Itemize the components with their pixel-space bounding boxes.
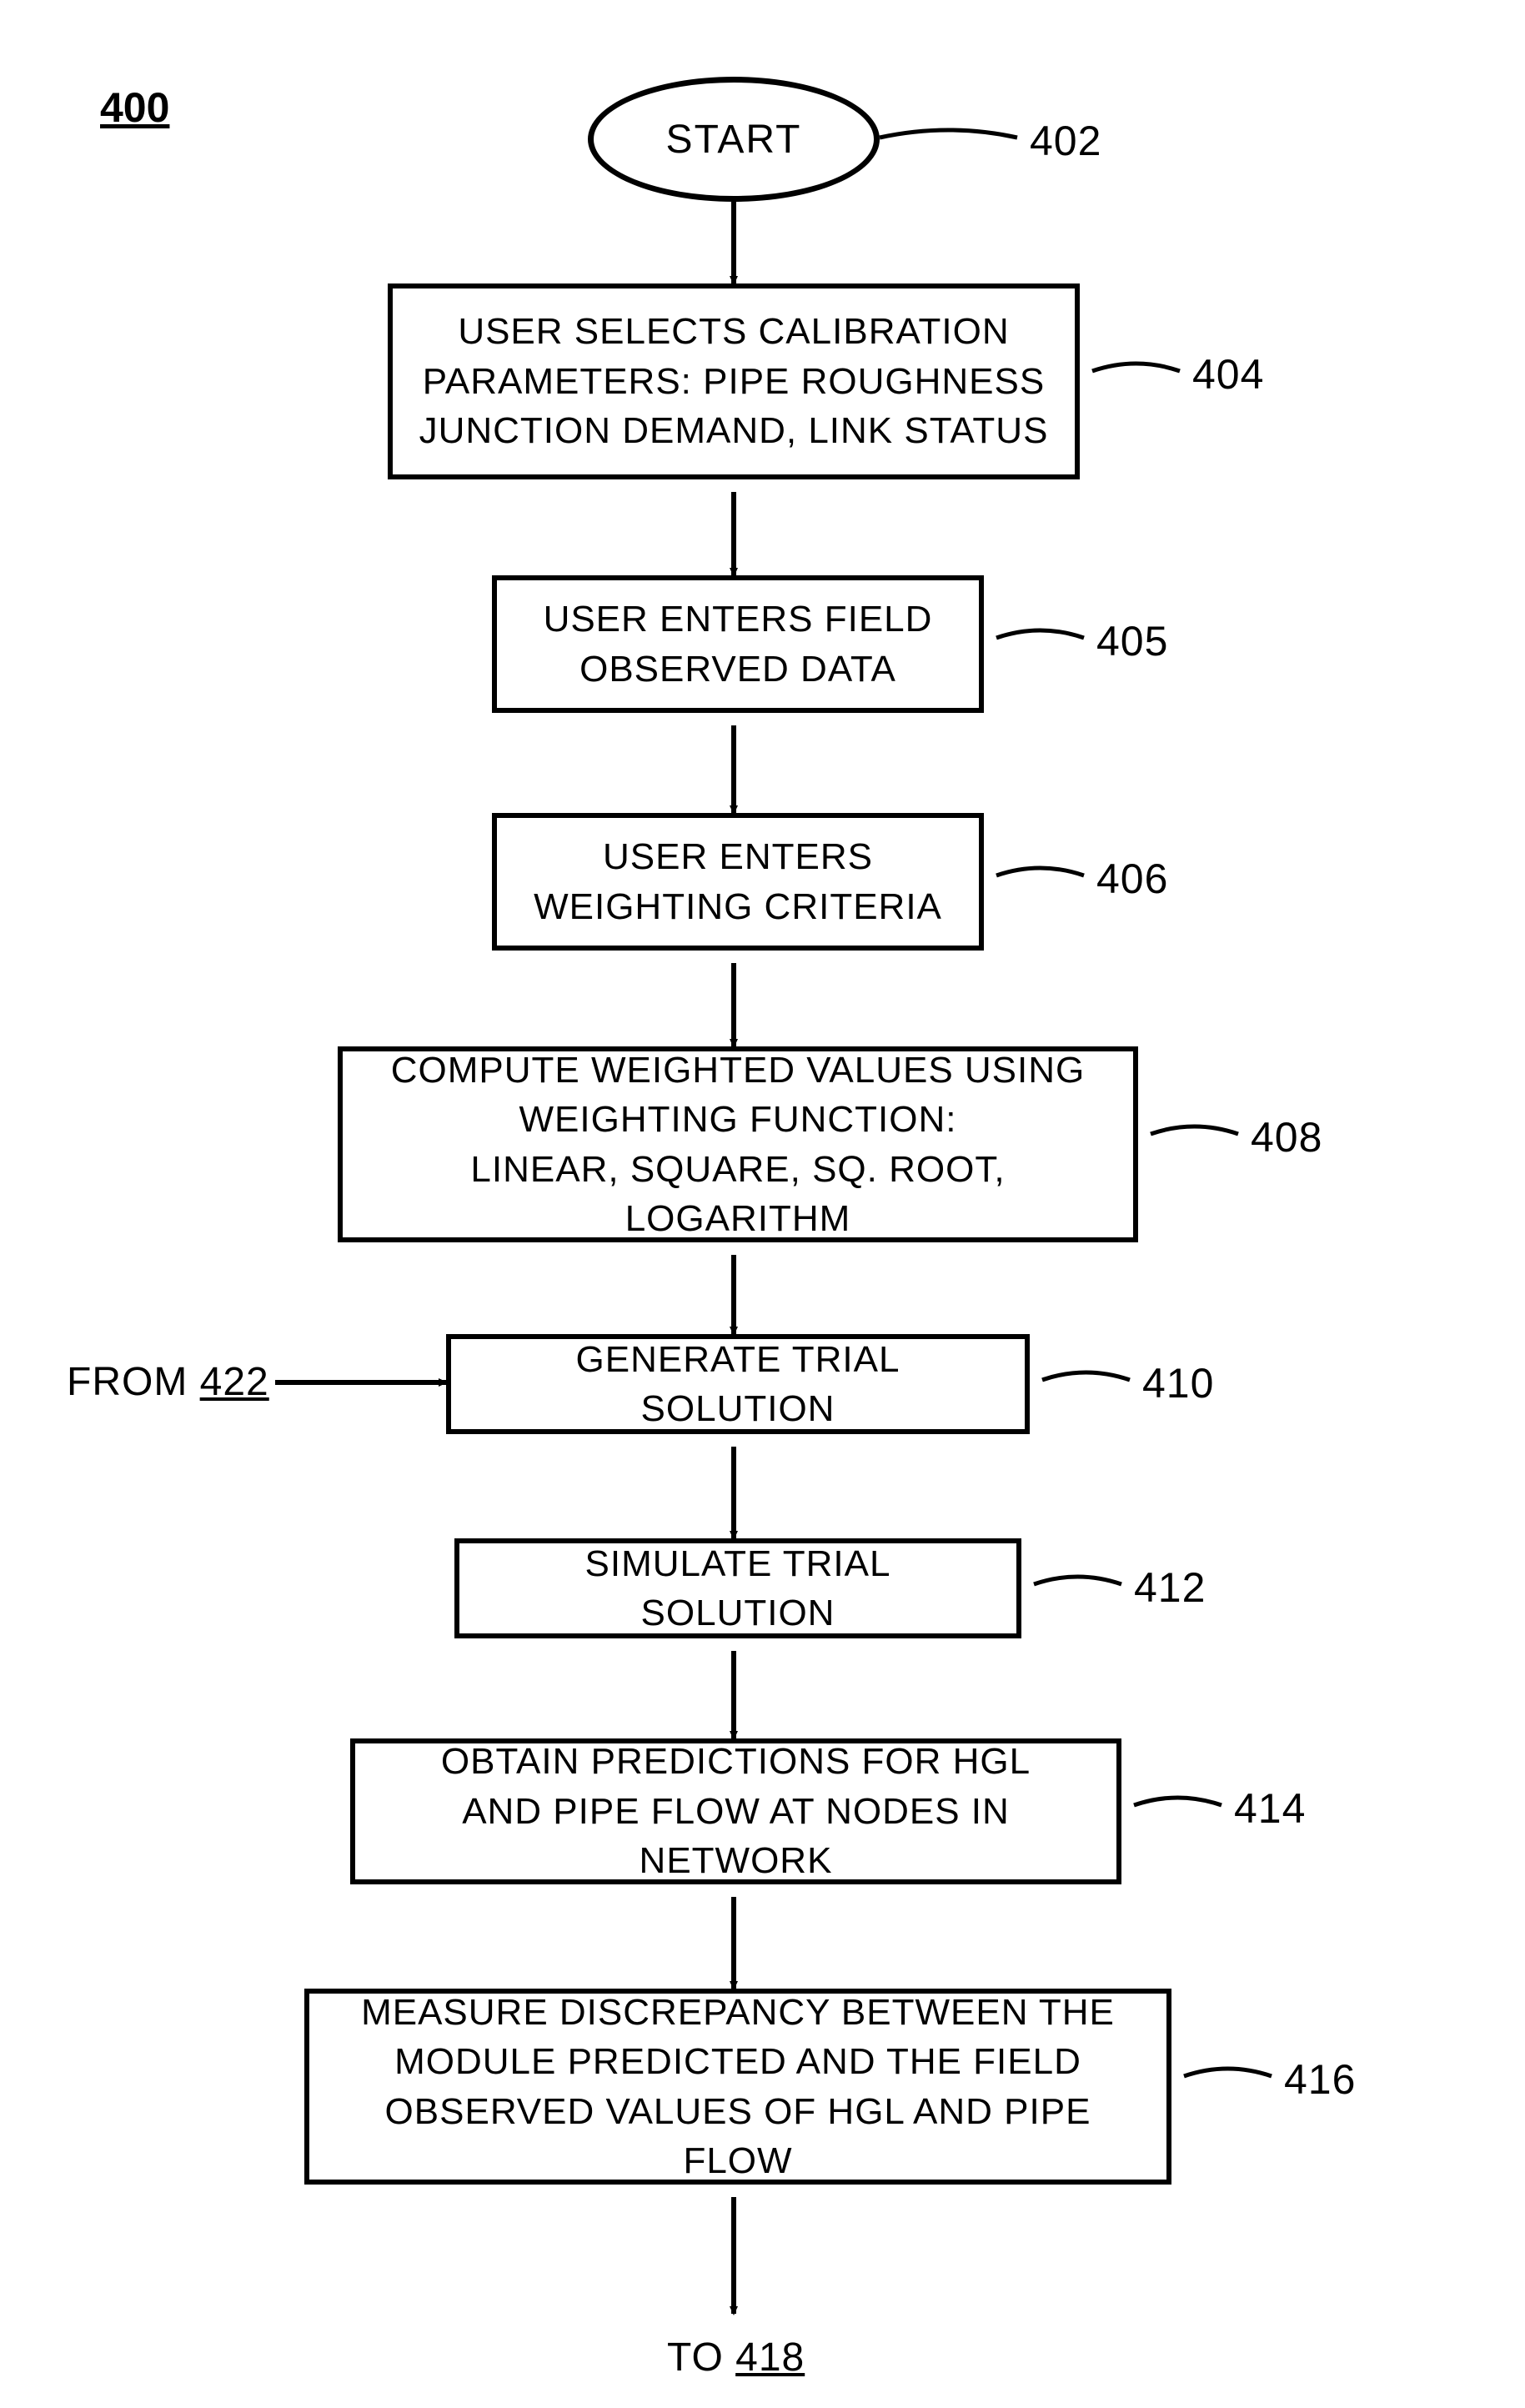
ref-406: 406: [1096, 855, 1168, 903]
from-prefix: FROM: [67, 1360, 200, 1404]
ref-408: 408: [1251, 1113, 1322, 1161]
ref-404: 404: [1192, 350, 1264, 399]
from-ref: 422: [200, 1360, 269, 1404]
process-416-text: MEASURE DISCREPANCY BETWEEN THEMODULE PR…: [334, 1988, 1141, 2186]
ref-412: 412: [1134, 1563, 1206, 1612]
flowchart-canvas: 400 START 402 FROM 422 TO 418 USER SELEC…: [0, 0, 1525, 2408]
to-prefix: TO: [667, 2335, 735, 2380]
ref-416: 416: [1284, 2055, 1356, 2104]
start-label: START: [666, 117, 802, 163]
process-410-text: GENERATE TRIAL SOLUTION: [476, 1335, 1000, 1434]
process-406-text: USER ENTERSWEIGHTING CRITERIA: [534, 832, 942, 931]
process-405: USER ENTERS FIELDOBSERVED DATA: [492, 575, 984, 713]
process-406: USER ENTERSWEIGHTING CRITERIA: [492, 813, 984, 951]
process-414: OBTAIN PREDICTIONS FOR HGLAND PIPE FLOW …: [350, 1738, 1121, 1884]
process-408: COMPUTE WEIGHTED VALUES USINGWEIGHTING F…: [338, 1046, 1138, 1242]
figure-number: 400: [100, 83, 169, 132]
ref-414: 414: [1234, 1784, 1306, 1833]
process-404: USER SELECTS CALIBRATIONPARAMETERS: PIPE…: [388, 283, 1080, 479]
ref-402: 402: [1030, 117, 1101, 165]
start-terminator: START: [588, 77, 880, 202]
process-412-text: SIMULATE TRIAL SOLUTION: [484, 1539, 991, 1638]
process-412: SIMULATE TRIAL SOLUTION: [454, 1538, 1021, 1638]
process-410: GENERATE TRIAL SOLUTION: [446, 1334, 1030, 1434]
to-ref: 418: [735, 2335, 805, 2380]
to-418-label: TO 418: [667, 2335, 805, 2380]
ref-405: 405: [1096, 617, 1168, 665]
process-404-text: USER SELECTS CALIBRATIONPARAMETERS: PIPE…: [419, 307, 1049, 455]
process-408-text: COMPUTE WEIGHTED VALUES USINGWEIGHTING F…: [368, 1046, 1108, 1244]
process-405-text: USER ENTERS FIELDOBSERVED DATA: [544, 594, 933, 694]
from-422-label: FROM 422: [67, 1359, 269, 1405]
process-414-text: OBTAIN PREDICTIONS FOR HGLAND PIPE FLOW …: [380, 1737, 1091, 1885]
ref-410: 410: [1142, 1359, 1214, 1407]
process-416: MEASURE DISCREPANCY BETWEEN THEMODULE PR…: [304, 1989, 1171, 2185]
